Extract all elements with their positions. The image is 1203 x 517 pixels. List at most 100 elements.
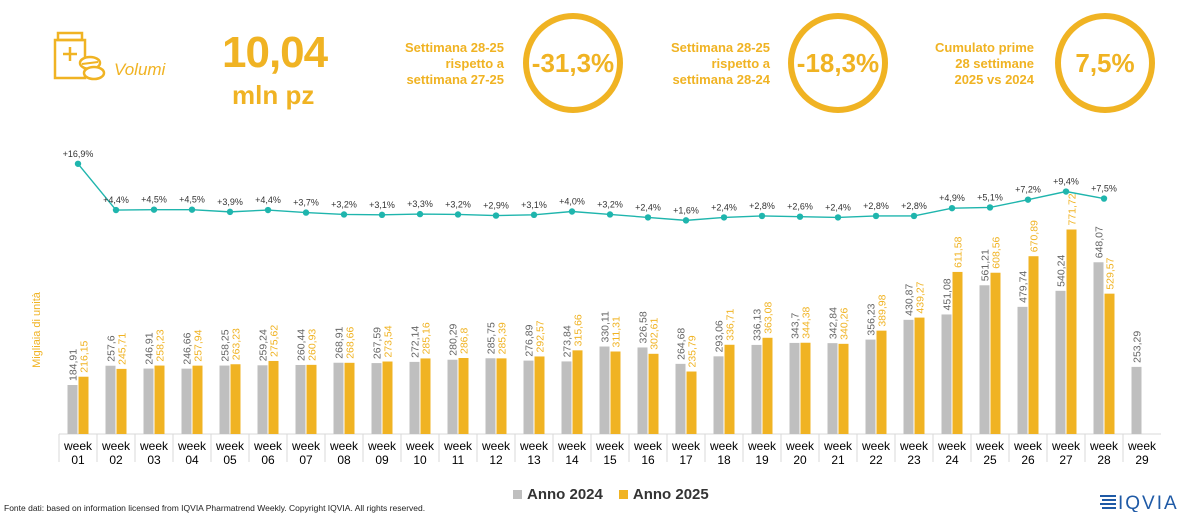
- growth-label: +2,4%: [711, 202, 737, 212]
- bar-2025: [496, 358, 507, 434]
- growth-label: +3,2%: [445, 199, 471, 209]
- bar-2024: [865, 339, 876, 434]
- bar-2025: [990, 272, 1001, 434]
- x-tick-label: week 15: [595, 439, 625, 467]
- x-tick-label: week 12: [481, 439, 511, 467]
- legend-swatch-2024: [513, 490, 522, 499]
- growth-point: [682, 217, 690, 224]
- growth-point: [112, 206, 120, 214]
- bar-2025: [572, 350, 583, 434]
- bar-2025: [268, 360, 279, 434]
- growth-label: +3,1%: [521, 200, 547, 210]
- growth-point: [1024, 196, 1032, 203]
- data-label-2024: 258,25: [220, 329, 232, 361]
- bar-2025: [724, 344, 735, 434]
- pill-box-icon: [52, 30, 106, 82]
- data-label-2024: 356,23: [866, 303, 878, 335]
- data-label-2024: 430,87: [904, 284, 916, 316]
- data-label-2025: 235,79: [687, 335, 699, 367]
- bar-2024: [1093, 262, 1104, 434]
- growth-point: [758, 212, 766, 220]
- bar-2025: [230, 364, 241, 434]
- y-axis-label: Migliaia di unità: [31, 291, 43, 368]
- x-tick-label: week 09: [367, 439, 397, 467]
- data-label-2024: 343,7: [790, 312, 802, 338]
- kpi-2-value: -18,3%: [796, 47, 880, 78]
- bar-2024: [675, 363, 686, 434]
- bar-2024: [333, 362, 344, 434]
- data-label-2024: 293,06: [714, 320, 726, 352]
- x-tick-label: week 20: [785, 439, 815, 467]
- kpi-3-label: Cumulato prime 28 settimane 2025 vs 2024: [935, 40, 1034, 87]
- growth-point: [872, 212, 880, 220]
- data-label-2025: 529,57: [1105, 257, 1117, 289]
- bar-2024: [181, 368, 192, 434]
- bar-2024: [1017, 306, 1028, 434]
- growth-label: +4,0%: [559, 197, 585, 207]
- bar-2024: [67, 384, 78, 434]
- growth-label: +3,3%: [407, 199, 433, 209]
- bar-2024: [485, 358, 496, 434]
- growth-point: [986, 204, 994, 211]
- x-tick-label: week 25: [975, 439, 1005, 467]
- data-label-2024: 342,84: [828, 307, 840, 339]
- growth-point: [796, 213, 804, 220]
- growth-point: [454, 211, 462, 218]
- data-label-2025: 285,39: [497, 322, 509, 354]
- data-label-2025: 315,66: [573, 314, 585, 346]
- bar-2024: [827, 343, 838, 434]
- data-label-2024: 264,68: [676, 328, 688, 360]
- bar-2025: [610, 351, 621, 434]
- bar-2025: [116, 368, 127, 434]
- bar-2024: [941, 314, 952, 434]
- bar-2025: [154, 365, 165, 434]
- data-label-2025: 336,71: [725, 308, 737, 340]
- data-label-2025: 311,31: [611, 316, 623, 347]
- data-label-2025: 268,66: [345, 327, 357, 359]
- bar-2024: [447, 359, 458, 434]
- growth-label: +4,4%: [255, 195, 281, 205]
- bar-2024: [219, 365, 230, 434]
- x-tick-label: week 21: [823, 439, 853, 467]
- bar-2024: [561, 361, 572, 434]
- legend-swatch-2025: [618, 490, 628, 499]
- data-label-2024: 260,44: [296, 329, 308, 361]
- growth-point: [1100, 195, 1108, 202]
- bar-2025: [914, 317, 925, 434]
- growth-label: +5,1%: [977, 192, 1003, 202]
- growth-point: [834, 214, 842, 221]
- bar-2024: [789, 342, 800, 434]
- growth-label: +1,6%: [673, 205, 699, 215]
- growth-point: [492, 212, 500, 219]
- data-label-2024: 336,13: [752, 309, 764, 341]
- x-tick-label: week 14: [557, 439, 587, 467]
- legend-label-2024: Anno 2024: [527, 486, 603, 503]
- bar-2025: [762, 337, 773, 434]
- data-label-2025: 285,16: [421, 322, 433, 354]
- bar-2025: [534, 356, 545, 434]
- growth-point: [416, 210, 424, 218]
- data-label-2025: 302,61: [649, 318, 661, 350]
- metric-value: 10,04: [222, 28, 328, 77]
- bar-2024: [1131, 366, 1142, 434]
- x-tick-label: week 16: [633, 439, 663, 467]
- x-tick-label: week 07: [291, 439, 321, 467]
- data-label-2024: 272,14: [410, 326, 422, 358]
- x-tick-label: week 06: [253, 439, 283, 467]
- bar-2025: [344, 362, 355, 434]
- logo-text: IQVIA: [1118, 493, 1179, 512]
- growth-label: +4,5%: [179, 195, 205, 205]
- data-label-2024: 257,6: [106, 335, 118, 361]
- bar-2025: [876, 330, 887, 434]
- growth-label: +16,9%: [63, 149, 94, 159]
- x-tick-label: week 08: [329, 439, 359, 467]
- growth-label: +2,4%: [635, 202, 661, 212]
- bar-2025: [420, 358, 431, 434]
- x-tick-label: week 27: [1051, 439, 1081, 467]
- x-tick-label: week 18: [709, 439, 739, 467]
- growth-label: +2,8%: [863, 201, 889, 211]
- kpi-2-circle: -18,3%: [788, 13, 888, 113]
- bar-2024: [523, 360, 534, 434]
- x-tick-label: week 26: [1013, 439, 1043, 467]
